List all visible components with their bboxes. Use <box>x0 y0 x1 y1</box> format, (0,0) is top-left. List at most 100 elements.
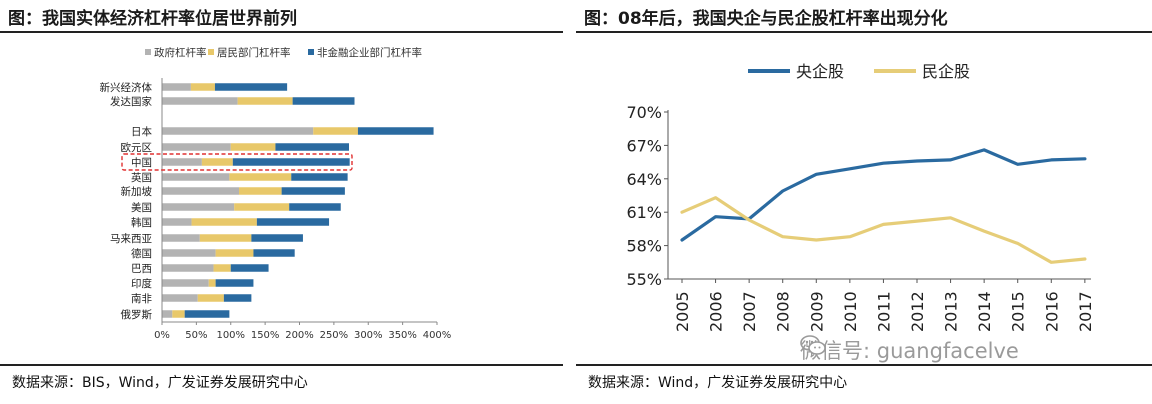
bar-segment <box>162 127 314 135</box>
left-source: 数据来源：BIS，Wind，广发证券发展研究中心 <box>12 375 308 391</box>
bar-segment <box>313 127 358 135</box>
y-tick-label: 70% <box>626 103 662 122</box>
line-chart: 央企股 民企股 55% 58% 61% 64% 67% 70% 2005 2006 2007 200… <box>626 62 1094 332</box>
x-tick-label: 300% <box>354 330 383 341</box>
category-label: 巴西 <box>131 263 152 275</box>
bar-segment <box>232 158 350 166</box>
line-axes: 55% 58% 61% 64% 67% 70% 2005 2006 2007 2008 2009 20… <box>626 103 1094 332</box>
bar-segment <box>162 264 214 272</box>
category-label: 发达国家 <box>110 95 152 108</box>
bar-segment <box>162 203 235 211</box>
category-label: 中国 <box>131 156 152 169</box>
left-title-rule <box>0 31 563 33</box>
bar-segment <box>357 127 434 135</box>
bar-segment <box>239 187 282 195</box>
bar-segment <box>230 264 269 272</box>
category-label: 新兴经济体 <box>100 81 153 94</box>
bar-x-axis: 0% 50% 100% 150% 200% 250% 300% 350% 400% <box>154 78 451 341</box>
wechat-watermark: 微信号: guangfacelve <box>800 335 1019 365</box>
bar-segment <box>215 249 254 257</box>
x-tick-label: 2008 <box>774 291 793 332</box>
bar-segment <box>281 187 345 195</box>
category-label: 美国 <box>131 201 152 214</box>
right-chart-title: 图：08年后，我国央企与民企股杠杆率出现分化 <box>584 9 948 29</box>
bar-segment <box>291 173 348 181</box>
bar-segment <box>213 264 231 272</box>
category-label: 日本 <box>131 125 152 138</box>
category-label: 印度 <box>131 277 152 290</box>
bar-segment <box>253 249 295 257</box>
bar-segment <box>229 173 292 181</box>
bar-segment <box>191 218 257 226</box>
bar-chart: 政府杠杆率 居民部门杠杆率 非金融企业部门杠杆率 新兴经济体发达国家日本欧元区中国英… <box>100 46 452 341</box>
x-tick-label: 50% <box>185 330 207 341</box>
x-tick-label: 2016 <box>1042 291 1061 332</box>
bar-segment <box>275 143 349 151</box>
x-tick-label: 2007 <box>740 291 759 332</box>
category-label: 南非 <box>131 292 152 305</box>
bar-segment <box>162 279 209 287</box>
bar-segment <box>208 279 216 287</box>
bar-segment <box>162 173 230 181</box>
bar-segment <box>289 203 341 211</box>
right-panel: 图：08年后，我国央企与民企股杠杆率出现分化 央企股 民企股 55% 58% 61% 6… <box>576 0 1152 404</box>
x-tick-label: 2015 <box>1009 291 1028 332</box>
category-label: 新加坡 <box>121 185 153 198</box>
category-label: 韩国 <box>131 216 152 229</box>
y-tick-label: 64% <box>626 170 662 189</box>
category-label: 英国 <box>131 171 152 184</box>
legend-swatch-2 <box>308 49 314 55</box>
x-tick-label: 200% <box>285 330 314 341</box>
highlight-box <box>121 153 353 171</box>
bar-segment <box>215 279 254 287</box>
bar-segment <box>162 158 202 166</box>
bar-segment <box>162 83 191 91</box>
bar-segment <box>251 234 303 242</box>
bar-segment <box>162 187 239 195</box>
category-label: 欧元区 <box>121 142 153 154</box>
bar-segment <box>162 143 231 151</box>
series-line-0 <box>680 148 1087 242</box>
highlight-box-outline <box>121 153 353 171</box>
legend-label-0: 央企股 <box>796 62 844 81</box>
y-tick-label: 58% <box>626 237 662 256</box>
watermark-text: 微信号: guangfacelve <box>800 339 1019 363</box>
right-source: 数据来源：Wind，广发证券发展研究中心 <box>588 375 848 391</box>
line-legend: 央企股 民企股 <box>748 62 970 81</box>
legend-label-1: 民企股 <box>922 62 970 81</box>
x-tick-label: 2005 <box>673 291 692 332</box>
bar-segment <box>234 203 290 211</box>
bar-legend: 政府杠杆率 居民部门杠杆率 非金融企业部门杠杆率 <box>145 46 422 59</box>
bar-segment <box>223 294 252 302</box>
x-tick-label: 2006 <box>707 291 726 332</box>
x-tick-label: 2013 <box>942 291 961 332</box>
x-tick-label: 2014 <box>975 291 994 332</box>
legend-label-2: 非金融企业部门杠杆率 <box>317 46 422 59</box>
category-label: 德国 <box>131 247 152 260</box>
bar-segment <box>292 97 355 105</box>
x-tick-label: 100% <box>216 330 245 341</box>
bar-segment <box>230 143 276 151</box>
x-tick-label: 150% <box>251 330 280 341</box>
category-label: 马来西亚 <box>110 233 152 245</box>
bar-segment <box>201 158 233 166</box>
y-tick-label: 61% <box>626 203 662 222</box>
right-source-rule <box>576 364 1152 366</box>
bar-segment <box>162 218 192 226</box>
left-source-rule <box>0 364 563 366</box>
line-series <box>680 148 1087 264</box>
legend-label-0: 政府杠杆率 <box>154 46 207 59</box>
bar-marks <box>162 83 434 318</box>
bar-segment <box>214 83 288 91</box>
x-tick-label: 2009 <box>807 291 826 332</box>
x-tick-label: 2011 <box>874 291 893 332</box>
bar-segment <box>237 97 293 105</box>
x-tick-label: 2012 <box>908 291 927 332</box>
left-chart-title: 图：我国实体经济杠杆率位居世界前列 <box>8 9 297 29</box>
x-tick-label: 400% <box>423 330 452 341</box>
y-tick-label: 55% <box>626 270 662 289</box>
category-label: 俄罗斯 <box>121 308 153 321</box>
right-title-rule <box>576 31 1152 33</box>
left-panel: 图：我国实体经济杠杆率位居世界前列 政府杠杆率 居民部门杠杆率 非金融企业部门杠杆率… <box>0 0 563 404</box>
